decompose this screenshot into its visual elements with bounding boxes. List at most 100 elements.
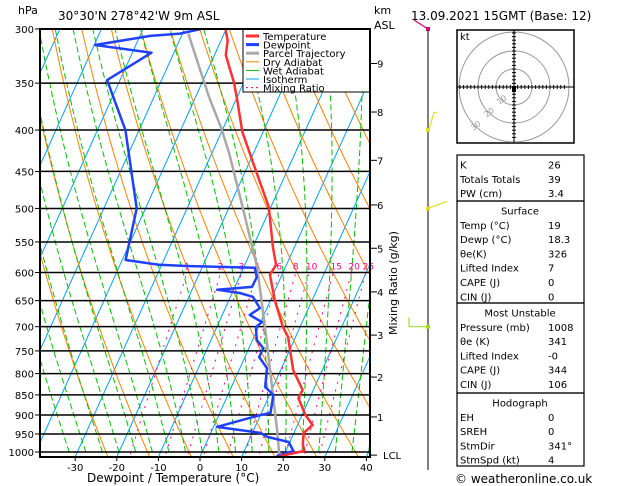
index-label: θe (K) (460, 337, 490, 348)
mixing-ratio-line (186, 272, 243, 457)
legend-label: Parcel Trajectory (263, 49, 346, 60)
height-tick-label: 9 (377, 60, 383, 71)
indices-table: K 26 Totals Totals 39 PW (cm) 3.4 Surface Temp … (456, 154, 585, 467)
index-value: 326 (548, 249, 567, 260)
index-label: Temp (°C) (459, 221, 510, 232)
pressure-tick-label: 850 (15, 391, 34, 402)
wind-barb-dot (426, 324, 430, 329)
isotherm-line (240, 170, 370, 457)
wet-adiabat-line (92, 29, 203, 453)
isotherm-line (282, 262, 370, 457)
dry-adiabat-line (258, 29, 370, 276)
hodograph-storm-marker (512, 86, 516, 92)
wet-adiabat-line (40, 357, 70, 453)
pressure-tick-label: 600 (15, 269, 34, 280)
index-label: Lifted Index (460, 351, 519, 362)
temperature-tick-label: 40 (360, 463, 373, 474)
temperature-tick-label: 10 (235, 463, 248, 474)
dry-adiabat-line (228, 29, 370, 342)
mixing-ratio-label: 10 (306, 263, 318, 273)
pressure-tick-label: 950 (15, 430, 34, 441)
dry-adiabat-line (81, 29, 234, 457)
wind-barb (413, 19, 429, 30)
height-tick-label: 8 (377, 108, 383, 119)
height-tick-label: 3 (377, 331, 383, 342)
legend-label: Isotherm (263, 75, 307, 86)
index-label: PW (cm) (460, 189, 502, 200)
wet-adiabat-line (40, 31, 153, 453)
index-label: CAPE (J) (460, 366, 500, 377)
mixing-ratio-label: 6 (276, 263, 282, 273)
pressure-tick-label: 750 (15, 347, 34, 358)
mixing-ratio-line (226, 272, 280, 457)
wind-barb-dot (426, 128, 430, 133)
legend-label: Dry Adiabat (263, 58, 322, 69)
height-tick-label: 1 (377, 413, 383, 424)
index-label: θe(K) (460, 249, 487, 260)
mixing-ratio-line (303, 272, 352, 457)
wet-adiabat-line (72, 29, 187, 453)
index-value: 0 (548, 427, 554, 438)
index-value: 4 (548, 456, 554, 467)
index-label: CAPE (J) (460, 278, 500, 289)
wet-adiabat-line (40, 301, 87, 453)
index-label: K (460, 161, 467, 172)
index-value: 1008 (548, 323, 573, 334)
background-lines (40, 17, 629, 469)
dry-adiabat-line (605, 17, 629, 469)
pressure-unit-label: hPa (18, 4, 38, 17)
wet-adiabat-line (40, 242, 103, 453)
pressure-tick-label: 1000 (9, 448, 34, 459)
temperature-tick-label: -30 (67, 463, 83, 474)
index-value: 0 (548, 292, 554, 303)
index-label: SREH (460, 427, 487, 438)
wind-barb (433, 111, 438, 114)
dry-adiabat-line (40, 251, 109, 457)
temperature-tick-label: -10 (150, 463, 166, 474)
index-label: Dewp (°C) (460, 235, 511, 246)
index-label: Totals Totals (459, 175, 520, 186)
datetime-title: 13.09.2021 15GMT (Base: 12) (411, 9, 591, 23)
mixing-ratio-label: 25 (363, 263, 374, 273)
pressure-tick-label: 700 (15, 323, 34, 334)
legend-label: Wet Adiabat (263, 66, 324, 77)
wet-adiabat-line (114, 29, 220, 453)
pressure-tick-label: 650 (15, 297, 34, 308)
index-value: 0 (548, 413, 554, 424)
dry-adiabat-line (287, 29, 370, 211)
index-label: CIN (J) (460, 380, 491, 391)
temperature-tick-label: 20 (277, 463, 290, 474)
x-axis-title: Dewpoint / Temperature (°C) (87, 471, 259, 485)
mixing-ratio-line (128, 272, 188, 457)
height-tick-label: 6 (377, 201, 383, 212)
section-title: Most Unstable (484, 309, 555, 320)
wind-barb-dot (426, 206, 430, 211)
index-value: 18.3 (548, 235, 570, 246)
mixing-ratio-axis-title: Mixing Ratio (g/kg) (387, 231, 400, 335)
mixing-ratio-label: 8 (293, 263, 299, 273)
copyright: © weatheronline.co.uk (455, 472, 592, 486)
mixing-ratio-line (202, 272, 258, 457)
index-label: CIN (J) (460, 292, 491, 303)
index-value: 106 (548, 380, 567, 391)
wet-adiabat-line (40, 179, 120, 453)
mixing-ratio-line (164, 272, 222, 457)
index-label: Lifted Index (460, 264, 519, 275)
pressure-tick-label: 350 (15, 79, 34, 90)
dry-adiabat-line (140, 29, 318, 457)
mixing-ratio-label: 15 (330, 263, 341, 273)
pressure-tick-label: 400 (15, 126, 34, 137)
index-value: 39 (548, 175, 561, 186)
index-value: -0 (548, 351, 558, 362)
section-title: Surface (501, 207, 539, 218)
hodograph-table-section (456, 392, 585, 467)
wet-adiabat-line (283, 29, 308, 453)
legend-label: Mixing Ratio (263, 84, 325, 95)
index-label: Pressure (mb) (460, 323, 530, 334)
mixing-ratio-label: 1 (184, 263, 190, 273)
index-label: StmSpd (kt) (460, 456, 520, 467)
pressure-tick-label: 550 (15, 238, 34, 249)
wet-adiabat-line (169, 29, 253, 453)
